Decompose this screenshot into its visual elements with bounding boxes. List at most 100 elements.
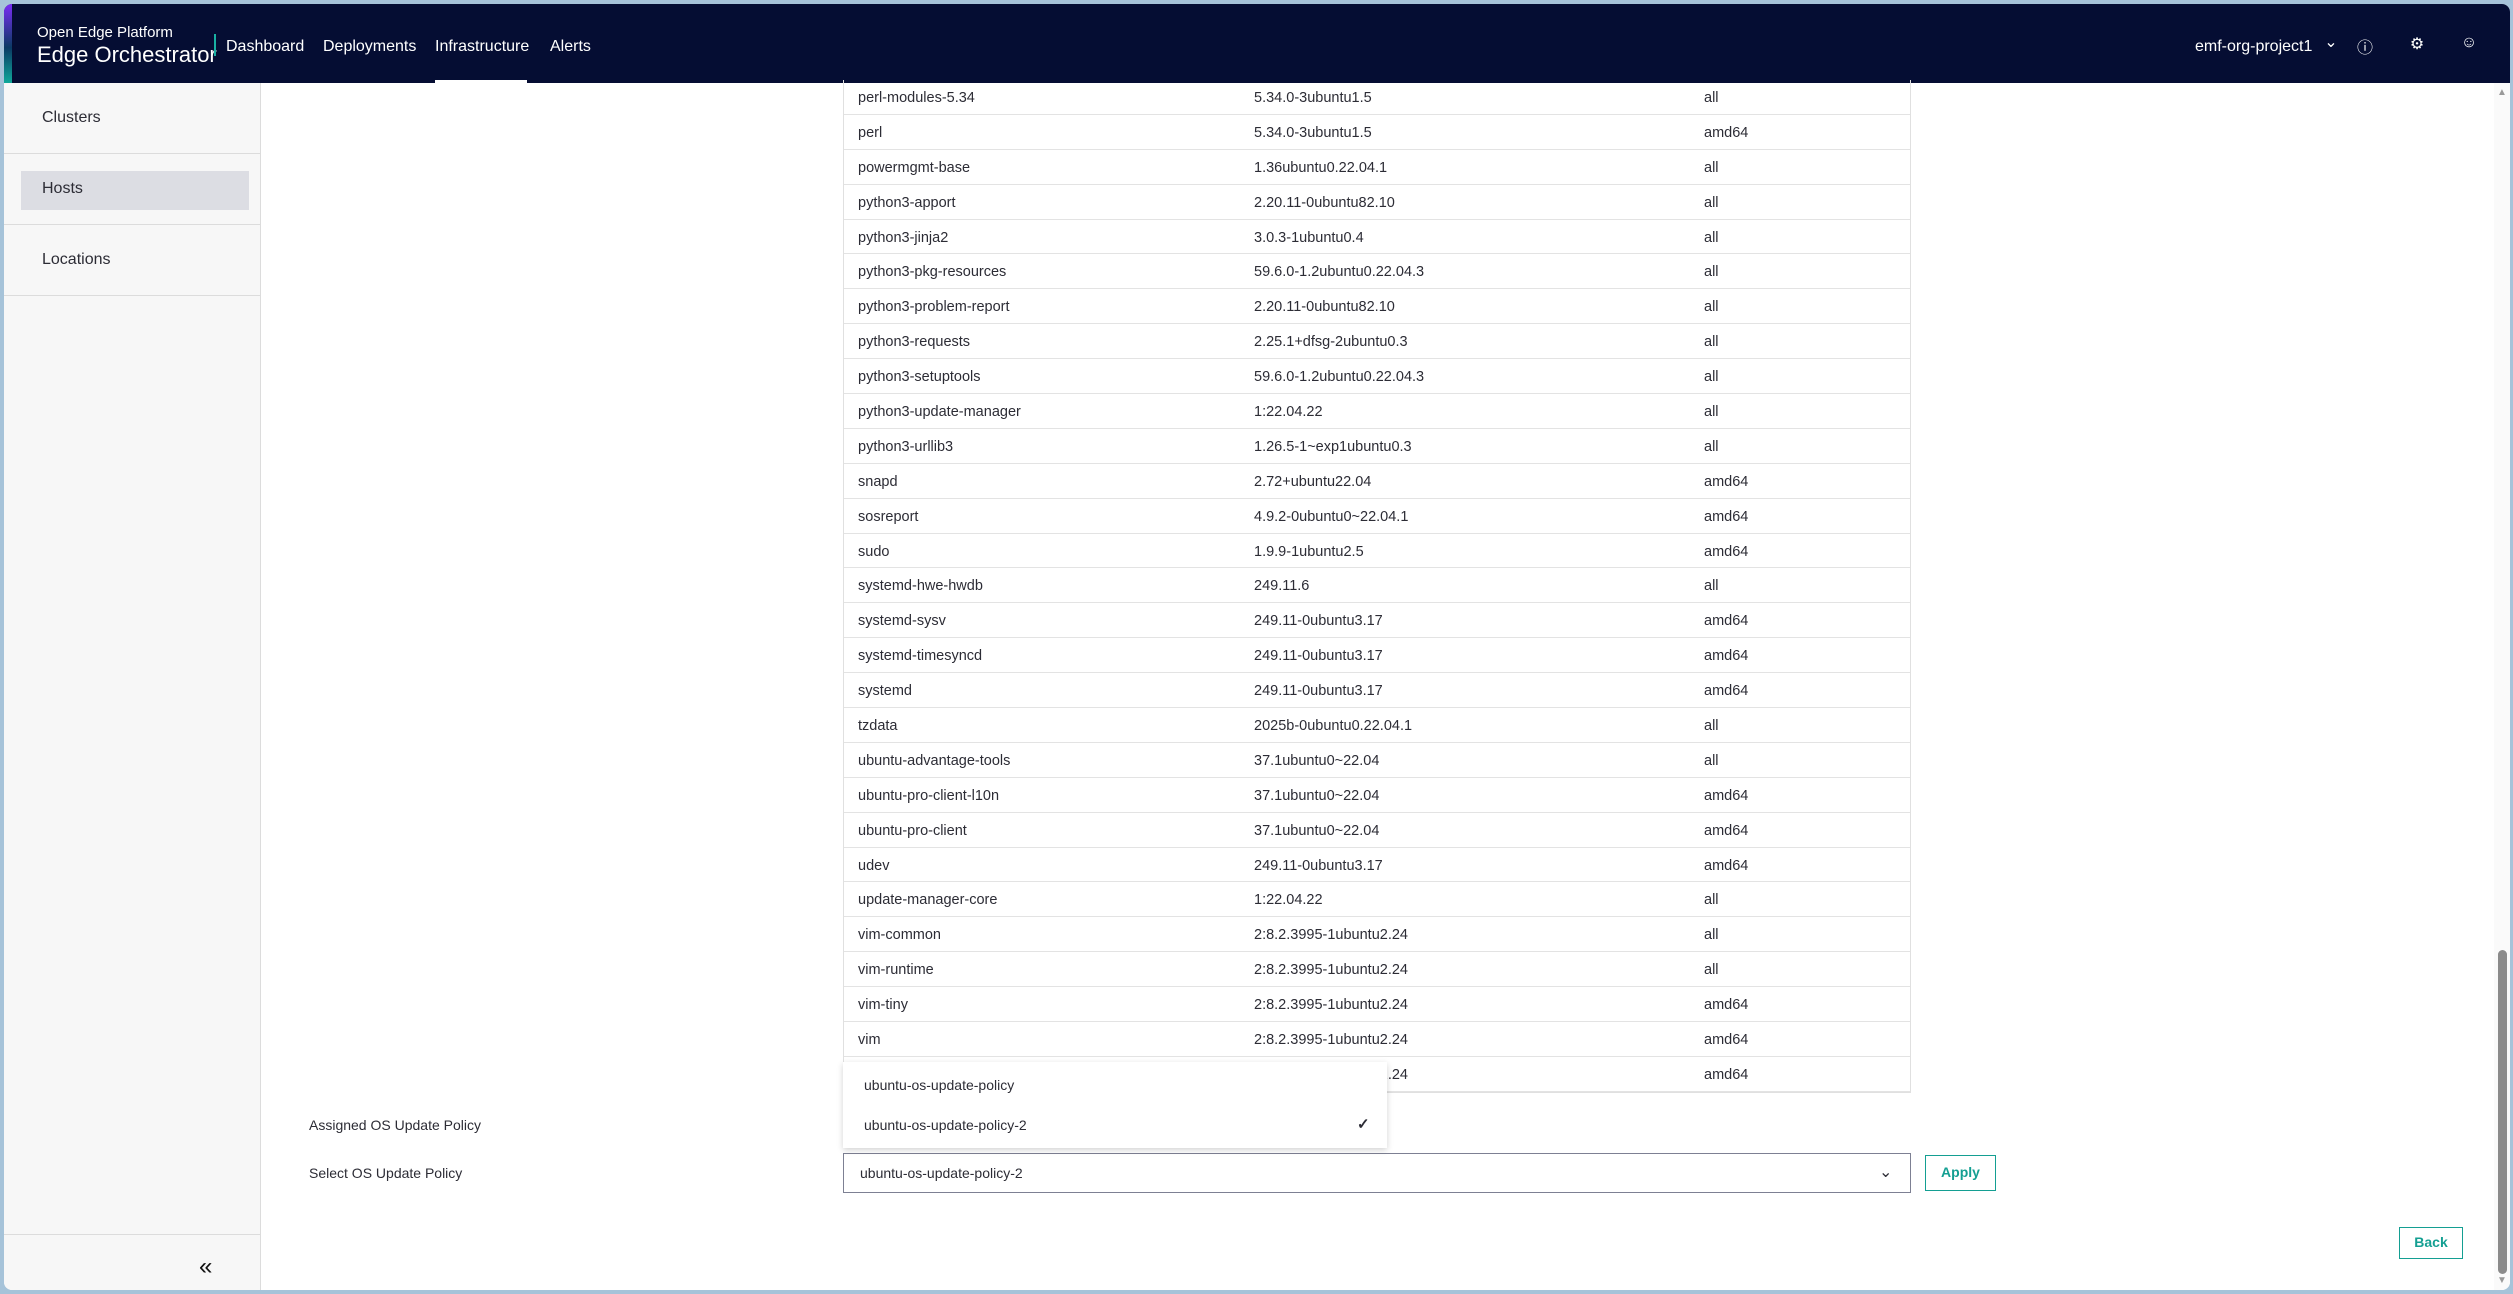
collapse-sidebar-icon[interactable]: « (199, 1253, 213, 1280)
package-name: systemd-timesyncd (858, 648, 983, 665)
top-header: Open Edge Platform Edge Orchestrator Das… (4, 4, 2510, 84)
package-version: 249.11-0ubuntu3.17 (1254, 648, 1383, 665)
gear-icon[interactable]: ⚙ (2409, 36, 2425, 53)
package-arch: amd64 (1704, 787, 1749, 804)
table-row: systemd 249.11-0ubuntu3.17 amd64 (844, 673, 1910, 709)
package-arch: amd64 (1704, 857, 1749, 874)
package-version: 2:8.2.3995-1ubuntu2.24 (1254, 927, 1408, 944)
table-row: python3-problem-report 2.20.11-0ubuntu82.… (844, 289, 1910, 325)
package-arch: all (1704, 159, 1719, 176)
package-name: vim-runtime (858, 962, 934, 979)
brand-subtitle: Open Edge Platform (37, 24, 173, 41)
table-row: python3-jinja2 3.0.3-1ubuntu0.4 all (844, 220, 1910, 255)
package-name: systemd-sysv (858, 613, 946, 630)
package-arch: amd64 (1704, 1066, 1749, 1083)
scrollbar[interactable]: ▲ ▼ (2494, 83, 2510, 1290)
project-selector[interactable]: emf-org-project1 (2195, 38, 2313, 55)
table-row: ubuntu-advantage-tools 37.1ubuntu0~22.04 a… (844, 743, 1910, 778)
user-icon[interactable]: ☺ (2460, 34, 2478, 51)
scroll-down-icon[interactable]: ▼ (2497, 1275, 2507, 1286)
help-icon[interactable]: ⓘ (2356, 40, 2373, 57)
package-version: 1.36ubuntu0.22.04.1 (1254, 159, 1388, 176)
package-arch: all (1704, 229, 1719, 246)
nav-alerts[interactable]: Alerts (550, 38, 591, 55)
table-row: python3-update-manager 1:22.04.22 all (844, 394, 1910, 429)
package-name: perl-modules-5.34 (858, 90, 975, 106)
divider (214, 34, 216, 56)
nav-dashboard[interactable]: Dashboard (226, 38, 305, 55)
table-row: vim-runtime 2:8.2.3995-1ubuntu2.24 all (844, 952, 1910, 988)
table-row: python3-urllib3 1.26.5-1~exp1ubuntu0.3 all (844, 429, 1910, 464)
package-version: 37.1ubuntu0~22.04 (1254, 752, 1380, 769)
package-name: python3-jinja2 (858, 229, 949, 246)
package-arch: all (1704, 718, 1719, 735)
package-name: snapd (858, 473, 898, 490)
table-row: ubuntu-pro-client 37.1ubuntu0~22.04 amd64 (844, 813, 1910, 848)
policy-option[interactable]: ubuntu-os-update-policy (843, 1065, 1387, 1105)
brand-title[interactable]: Edge Orchestrator (37, 42, 217, 67)
scrollbar-thumb[interactable] (2498, 950, 2507, 1274)
table-row: python3-requests 2.25.1+dfsg-2ubuntu0.3 al… (844, 324, 1910, 360)
package-version: 2.20.11-0ubuntu82.10 (1254, 194, 1395, 211)
table-row: sudo 1.9.9-1ubuntu2.5 amd64 (844, 534, 1910, 569)
package-version: 249.11-0ubuntu3.17 (1254, 613, 1383, 630)
package-version: 59.6.0-1.2ubuntu0.22.04.3 (1254, 264, 1425, 281)
table-row: perl 5.34.0-3ubuntu1.5 amd64 (844, 115, 1910, 150)
package-name: python3-apport (858, 194, 956, 211)
package-arch: all (1704, 927, 1719, 944)
package-arch: amd64 (1704, 822, 1749, 839)
policy-dropdown-menu: ubuntu-os-update-policy ubuntu-os-update… (843, 1062, 1387, 1148)
package-name: sosreport (858, 508, 919, 525)
package-version: 1.9.9-1ubuntu2.5 (1254, 543, 1364, 560)
package-arch: amd64 (1704, 613, 1749, 630)
package-name: perl (858, 124, 883, 141)
sidebar-item-locations[interactable]: Locations (4, 225, 261, 296)
sidebar-footer: « (4, 1234, 261, 1290)
sidebar-item-label: Clusters (42, 109, 101, 126)
package-version: 2025b-0ubuntu0.22.04.1 (1254, 718, 1413, 735)
package-name: systemd (858, 683, 912, 700)
package-arch: amd64 (1704, 124, 1749, 141)
package-version: 249.11.6 (1254, 578, 1310, 595)
selected-highlight (21, 171, 249, 210)
assigned-policy-label: Assigned OS Update Policy (309, 1117, 481, 1133)
package-arch: amd64 (1704, 543, 1749, 560)
package-name: update-manager-core (858, 892, 998, 909)
sidebar: Clusters Hosts Locations « (4, 83, 261, 1290)
package-name: python3-update-manager (858, 404, 1021, 421)
table-row: python3-apport 2.20.11-0ubuntu82.10 all (844, 185, 1910, 220)
package-arch: all (1704, 892, 1719, 909)
scroll-up-icon[interactable]: ▲ (2497, 87, 2507, 98)
package-arch: all (1704, 334, 1719, 351)
back-button[interactable]: Back (2399, 1227, 2463, 1259)
package-version: 5.34.0-3ubuntu1.5 (1254, 124, 1372, 141)
package-name: sudo (858, 543, 890, 560)
package-arch: amd64 (1704, 473, 1749, 490)
table-row: powermgmt-base 1.36ubuntu0.22.04.1 all (844, 150, 1910, 185)
package-version: 1:22.04.22 (1254, 892, 1323, 909)
os-update-policy-select[interactable]: ubuntu-os-update-policy-2 ⌄ (843, 1153, 1911, 1193)
package-version: 37.1ubuntu0~22.04 (1254, 822, 1380, 839)
package-version: 5.34.0-3ubuntu1.5 (1254, 90, 1372, 106)
sidebar-item-hosts[interactable]: Hosts (4, 154, 261, 225)
package-name: powermgmt-base (858, 159, 971, 176)
package-name: tzdata (858, 718, 898, 735)
packages-table: perl-modules-5.34 5.34.0-3ubuntu1.5 all per… (843, 80, 1911, 1093)
package-version: 59.6.0-1.2ubuntu0.22.04.3 (1254, 369, 1425, 386)
policy-option-selected[interactable]: ubuntu-os-update-policy-2 ✓ (843, 1105, 1387, 1145)
table-row: tzdata 2025b-0ubuntu0.22.04.1 all (844, 708, 1910, 743)
package-name: ubuntu-pro-client (858, 822, 967, 839)
package-version: 249.11-0ubuntu3.17 (1254, 683, 1383, 700)
package-arch: all (1704, 90, 1719, 106)
package-arch: amd64 (1704, 1032, 1749, 1049)
nav-deployments[interactable]: Deployments (323, 38, 417, 55)
package-version: 2.20.11-0ubuntu82.10 (1254, 299, 1395, 316)
apply-button[interactable]: Apply (1925, 1155, 1996, 1191)
table-row: perl-modules-5.34 5.34.0-3ubuntu1.5 all (844, 80, 1910, 115)
chevron-down-icon[interactable]: ⌄ (2324, 34, 2338, 51)
package-version: 2.72+ubuntu22.04 (1254, 473, 1372, 490)
package-name: vim (858, 1032, 881, 1049)
sidebar-item-clusters[interactable]: Clusters (4, 83, 261, 154)
table-row: python3-setuptools 59.6.0-1.2ubuntu0.22.0… (844, 359, 1910, 395)
nav-infrastructure[interactable]: Infrastructure (435, 38, 530, 55)
